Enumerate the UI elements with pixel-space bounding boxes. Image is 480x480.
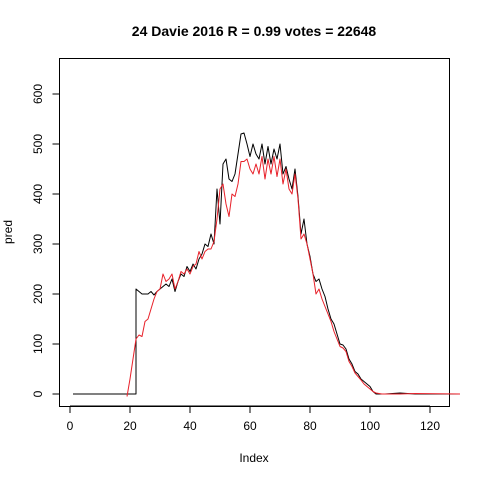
series-layer xyxy=(73,132,461,397)
x-axis-label: Index xyxy=(239,451,268,465)
x-tick-label: 0 xyxy=(67,419,74,433)
x-tick-label: 60 xyxy=(243,419,257,433)
y-axis: 0 100 200 300 400 500 600 xyxy=(31,84,60,397)
x-tick-label: 120 xyxy=(420,419,440,433)
x-tick-label: 80 xyxy=(303,419,317,433)
series-line-red xyxy=(126,156,461,397)
y-axis-label: pred xyxy=(1,220,15,244)
y-tick-label: 0 xyxy=(31,390,45,397)
y-tick-label: 400 xyxy=(31,184,45,204)
y-tick-label: 500 xyxy=(31,134,45,154)
y-tick-label: 300 xyxy=(31,234,45,254)
series-line-black xyxy=(73,132,460,395)
x-tick-label: 20 xyxy=(123,419,137,433)
plot-frame xyxy=(59,58,450,407)
y-tick-label: 600 xyxy=(31,84,45,104)
x-axis: 0 20 40 60 80 100 120 xyxy=(67,405,440,433)
chart-title: 24 Davie 2016 R = 0.99 votes = 22648 xyxy=(132,23,377,39)
y-tick-label: 200 xyxy=(31,284,45,304)
x-tick-label: 40 xyxy=(183,419,197,433)
y-tick-label: 100 xyxy=(31,334,45,354)
x-tick-label: 100 xyxy=(360,419,380,433)
